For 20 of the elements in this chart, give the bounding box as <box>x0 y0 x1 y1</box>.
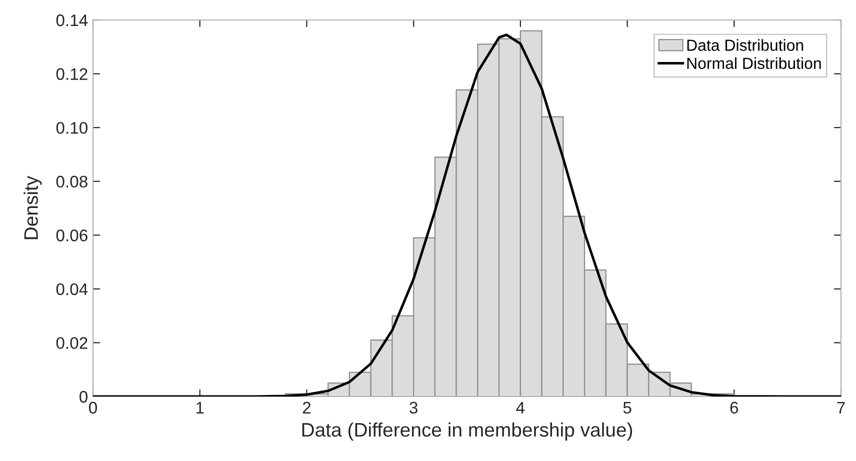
x-tick-label: 1 <box>196 402 204 414</box>
x-tick-label: 3 <box>410 402 418 414</box>
y-tick-label: 0.10 <box>56 122 88 134</box>
x-tick-label: 0 <box>89 402 97 414</box>
y-tick-label: 0.14 <box>56 14 88 26</box>
y-tick-label: 0.04 <box>56 283 88 296</box>
legend-label: Normal Distribution <box>687 57 821 69</box>
x-tick-label: 2 <box>302 402 311 414</box>
y-tick-label: 0 <box>80 390 88 403</box>
y-tick-label: 0.12 <box>56 68 88 80</box>
x-tick-label: 7 <box>837 402 845 414</box>
legend-label: Data Distribution <box>687 39 804 51</box>
x-axis-title: Data (Difference in membership value) <box>302 422 632 441</box>
y-tick-label: 0.02 <box>56 337 88 349</box>
x-tick-label: 5 <box>623 402 632 414</box>
y-axis-title: Density <box>24 176 42 240</box>
x-tick-label: 4 <box>516 402 525 414</box>
y-tick-label: 0.08 <box>56 176 88 188</box>
x-tick-label: 6 <box>730 402 738 414</box>
y-tick-label: 0.06 <box>56 230 88 242</box>
